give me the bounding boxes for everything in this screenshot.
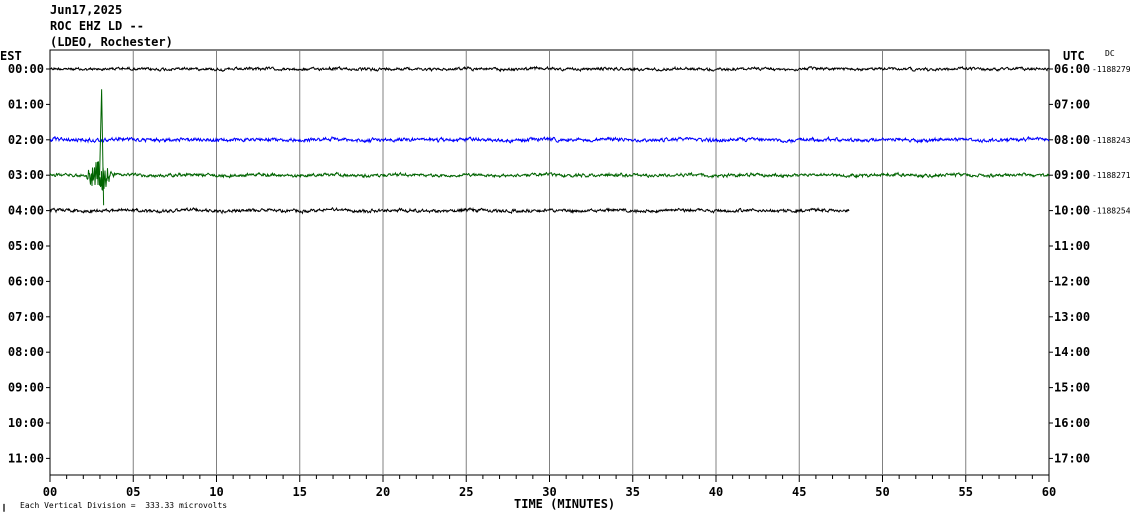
scale-marker-icon: ∥ xyxy=(2,503,6,512)
est-hour-label: 04:00 xyxy=(8,204,44,218)
x-tick-label: 20 xyxy=(376,485,390,499)
x-tick-label: 50 xyxy=(875,485,889,499)
utc-hour-label: 14:00 xyxy=(1054,345,1090,359)
utc-hour-label: 15:00 xyxy=(1054,381,1090,395)
utc-hour-label: 17:00 xyxy=(1054,451,1090,465)
dc-offset-value: -1188243 xyxy=(1092,136,1130,145)
dc-offset-value: -1188254 xyxy=(1092,207,1130,216)
est-hour-label: 06:00 xyxy=(8,274,44,288)
x-tick-label: 05 xyxy=(126,485,140,499)
est-hour-label: 10:00 xyxy=(8,416,44,430)
utc-hour-label: 13:00 xyxy=(1054,310,1090,324)
x-tick-label: 45 xyxy=(792,485,806,499)
x-tick-label: 00 xyxy=(43,485,57,499)
est-hour-label: 09:00 xyxy=(8,381,44,395)
utc-hour-label: 16:00 xyxy=(1054,416,1090,430)
x-axis-title: TIME (MINUTES) xyxy=(514,497,615,511)
dc-offset-value: -1188279 xyxy=(1092,65,1130,74)
utc-hour-label: 10:00 xyxy=(1054,204,1090,218)
utc-hour-label: 06:00 xyxy=(1054,62,1090,76)
seismic-trace xyxy=(50,208,849,213)
utc-hour-label: 12:00 xyxy=(1054,274,1090,288)
utc-hour-label: 08:00 xyxy=(1054,133,1090,147)
est-hour-label: 07:00 xyxy=(8,310,44,324)
x-tick-label: 15 xyxy=(293,485,307,499)
est-hour-label: 01:00 xyxy=(8,97,44,111)
est-hour-label: 02:00 xyxy=(8,133,44,147)
est-hour-label: 00:00 xyxy=(8,62,44,76)
est-hour-label: 03:00 xyxy=(8,168,44,182)
utc-hour-label: 09:00 xyxy=(1054,168,1090,182)
x-tick-label: 10 xyxy=(209,485,223,499)
utc-hour-label: 11:00 xyxy=(1054,239,1090,253)
x-tick-label: 25 xyxy=(459,485,473,499)
est-hour-label: 11:00 xyxy=(8,451,44,465)
x-tick-label: 60 xyxy=(1042,485,1056,499)
est-hour-label: 08:00 xyxy=(8,345,44,359)
dc-offset-value: -1188271 xyxy=(1092,171,1130,180)
utc-hour-label: 07:00 xyxy=(1054,97,1090,111)
vertical-division-note: Each Vertical Division = 333.33 microvol… xyxy=(20,501,227,510)
x-tick-label: 55 xyxy=(959,485,973,499)
x-tick-label: 40 xyxy=(709,485,723,499)
est-hour-label: 05:00 xyxy=(8,239,44,253)
x-tick-label: 35 xyxy=(626,485,640,499)
